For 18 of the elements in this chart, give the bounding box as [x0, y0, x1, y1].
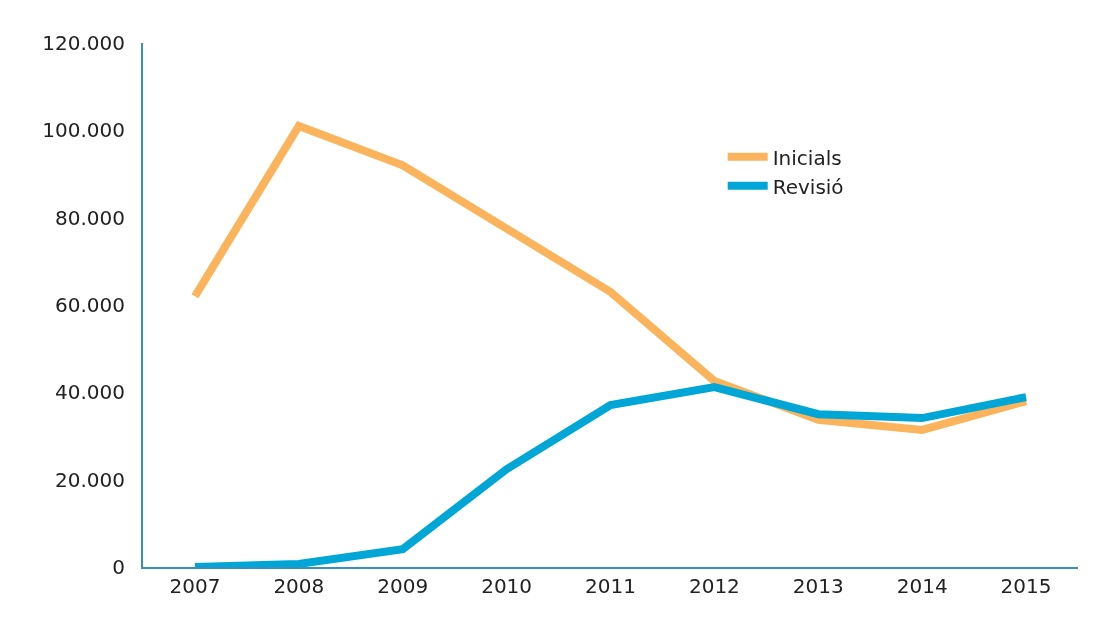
x-tick-label: 2013 [792, 574, 844, 598]
y-tick-label: 40.000 [55, 380, 125, 405]
x-tick-label: 2012 [688, 574, 740, 598]
legend-label: Revisió [772, 174, 844, 199]
x-tick-label: 2015 [1000, 574, 1052, 598]
x-tick-label: 2008 [273, 574, 325, 598]
x-tick-label: 2009 [377, 574, 429, 598]
x-tick-label: 2007 [169, 574, 221, 598]
legend-label: Inicials [772, 145, 842, 170]
y-tick-label: 100.000 [42, 118, 125, 143]
y-tick-label: 120.000 [42, 31, 125, 55]
y-tick-label: 20.000 [55, 467, 125, 492]
y-tick-label: 0 [112, 555, 125, 579]
y-tick-label: 60.000 [55, 293, 125, 317]
x-tick-label: 2010 [481, 574, 533, 598]
x-tick-label: 2014 [896, 574, 948, 598]
y-tick-label: 80.000 [55, 205, 125, 230]
x-tick-label: 2011 [585, 574, 636, 598]
